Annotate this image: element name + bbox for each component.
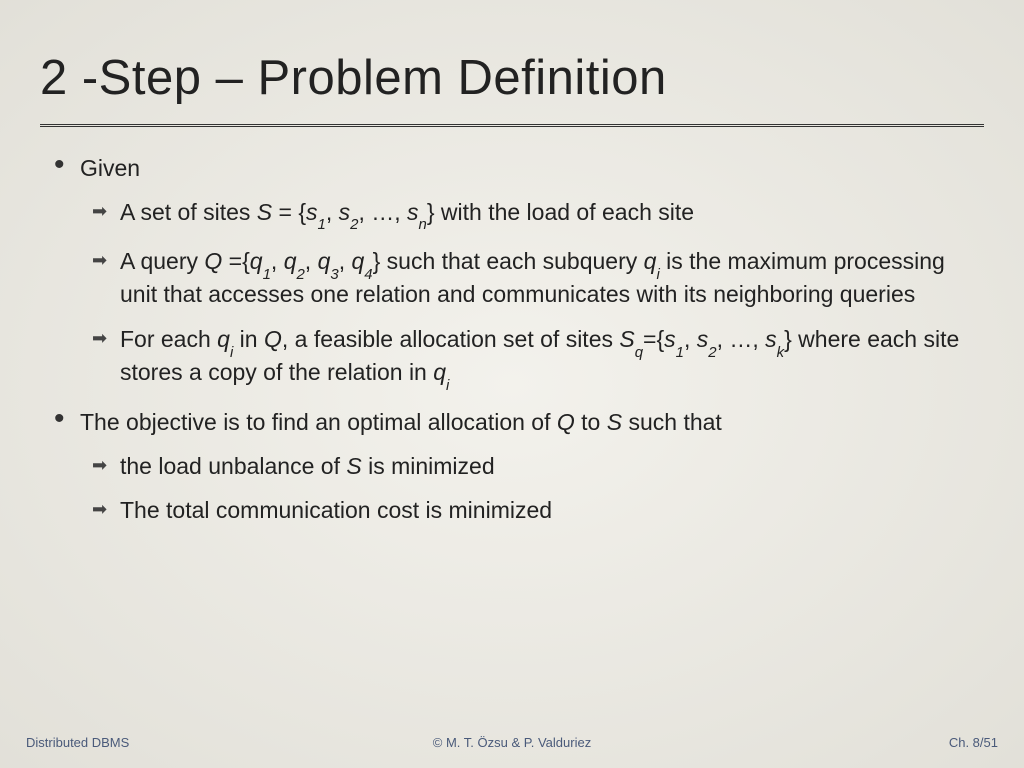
bullet-label: Given (80, 154, 984, 184)
footer-right: Ch. 8/51 (949, 735, 998, 750)
sub-item: For each qi in Q, a feasible allocation … (92, 325, 984, 392)
sub-list: the load unbalance of S is minimized The… (80, 452, 984, 526)
sub-list: A set of sites S = {s1, s2, …, sn} with … (80, 198, 984, 392)
sub-item: A query Q ={q1, q2, q3, q4} such that ea… (92, 247, 984, 309)
sub-item: A set of sites S = {s1, s2, …, sn} with … (92, 198, 984, 231)
bullet-label: The objective is to find an optimal allo… (80, 408, 984, 438)
bullet-list: Given A set of sites S = {s1, s2, …, sn}… (40, 154, 984, 525)
title-rule (40, 124, 984, 128)
footer-center: © M. T. Özsu & P. Valduriez (433, 735, 591, 750)
footer: Distributed DBMS © M. T. Özsu & P. Valdu… (0, 735, 1024, 750)
slide: 2 -Step – Problem Definition Given A set… (0, 0, 1024, 768)
slide-title: 2 -Step – Problem Definition (40, 50, 984, 106)
sub-item: The total communication cost is minimize… (92, 496, 984, 525)
bullet-item: The objective is to find an optimal allo… (54, 408, 984, 525)
sub-item: the load unbalance of S is minimized (92, 452, 984, 481)
footer-left: Distributed DBMS (26, 735, 129, 750)
bullet-item: Given A set of sites S = {s1, s2, …, sn}… (54, 154, 984, 392)
